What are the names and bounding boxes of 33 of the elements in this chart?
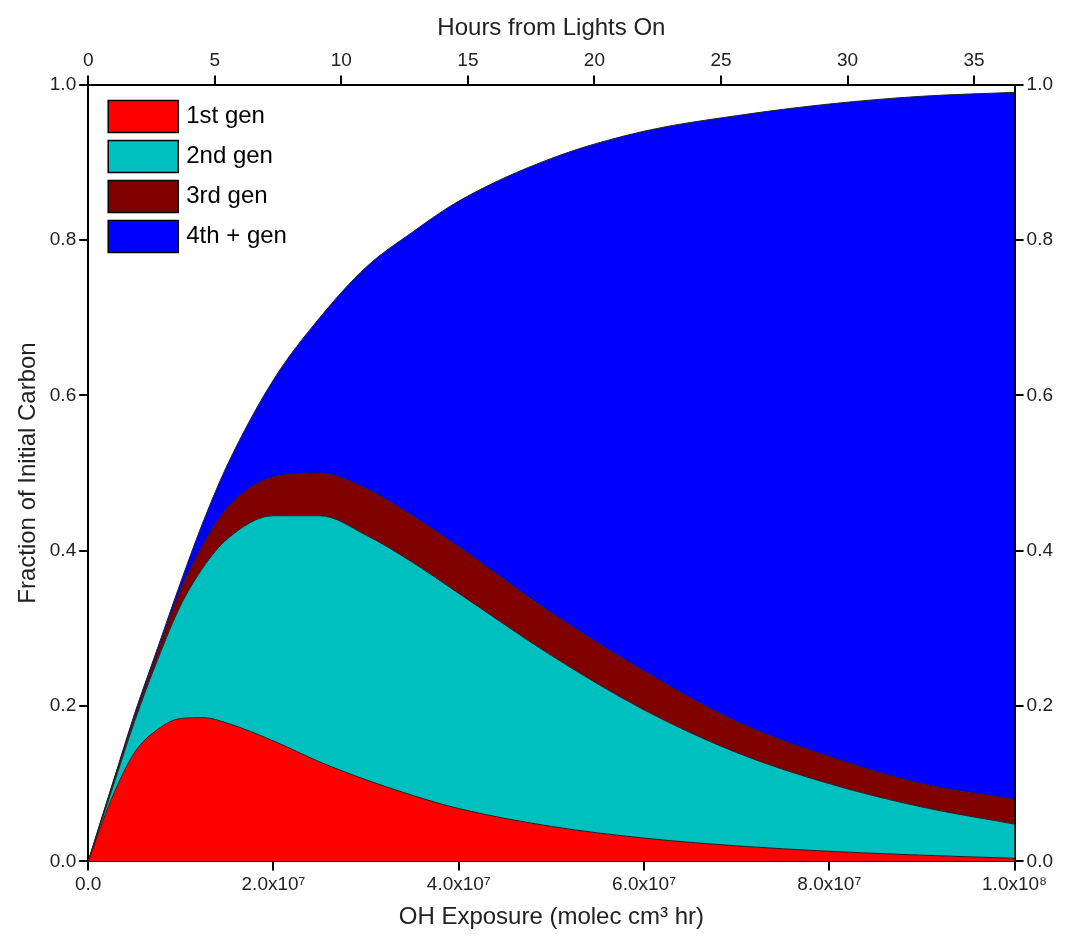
x-tick-label: 8.0x10⁷ <box>797 873 862 895</box>
x2-tick-label: 35 <box>963 49 985 71</box>
y-tick-label: 1.0 <box>49 72 77 94</box>
x-axis-title: OH Exposure (molec cm³ hr) <box>398 902 705 930</box>
legend-label: 1st gen <box>186 101 265 129</box>
legend-label: 2nd gen <box>186 141 273 169</box>
legend-label: 4th + gen <box>186 221 287 249</box>
y2-tick-label: 0.0 <box>1026 849 1054 871</box>
y-axis-title: Fraction of Initial Carbon <box>13 342 41 604</box>
legend-label: 3rd gen <box>186 181 268 209</box>
y2-tick-label: 0.8 <box>1026 228 1054 250</box>
y-tick-label: 0.0 <box>49 849 77 871</box>
x2-axis-title: Hours from Lights On <box>437 13 666 41</box>
x2-tick-label: 20 <box>583 49 605 71</box>
x2-tick-label: 25 <box>710 49 732 71</box>
x2-tick-label: 10 <box>330 49 352 71</box>
x-tick-label: 4.0x10⁷ <box>426 873 491 895</box>
y-tick-label: 0.4 <box>49 538 77 560</box>
y2-tick-label: 0.4 <box>1026 538 1054 560</box>
y-tick-label: 0.2 <box>49 694 77 716</box>
x2-tick-label: 15 <box>457 49 479 71</box>
x2-tick-label: 5 <box>209 49 221 71</box>
y2-tick-label: 0.2 <box>1026 694 1054 716</box>
y2-tick-label: 0.6 <box>1026 383 1054 405</box>
x-tick-label: 6.0x10⁷ <box>612 873 677 895</box>
x-tick-label: 2.0x10⁷ <box>241 873 306 895</box>
x2-tick-label: 0 <box>82 49 94 71</box>
x-tick-label: 1.0x10⁸ <box>982 873 1048 895</box>
y-tick-label: 0.6 <box>49 383 77 405</box>
x-tick-label: 0.0 <box>75 873 102 895</box>
x2-tick-label: 30 <box>836 49 859 71</box>
y2-tick-label: 1.0 <box>1026 72 1054 94</box>
y-tick-label: 0.8 <box>49 228 77 250</box>
